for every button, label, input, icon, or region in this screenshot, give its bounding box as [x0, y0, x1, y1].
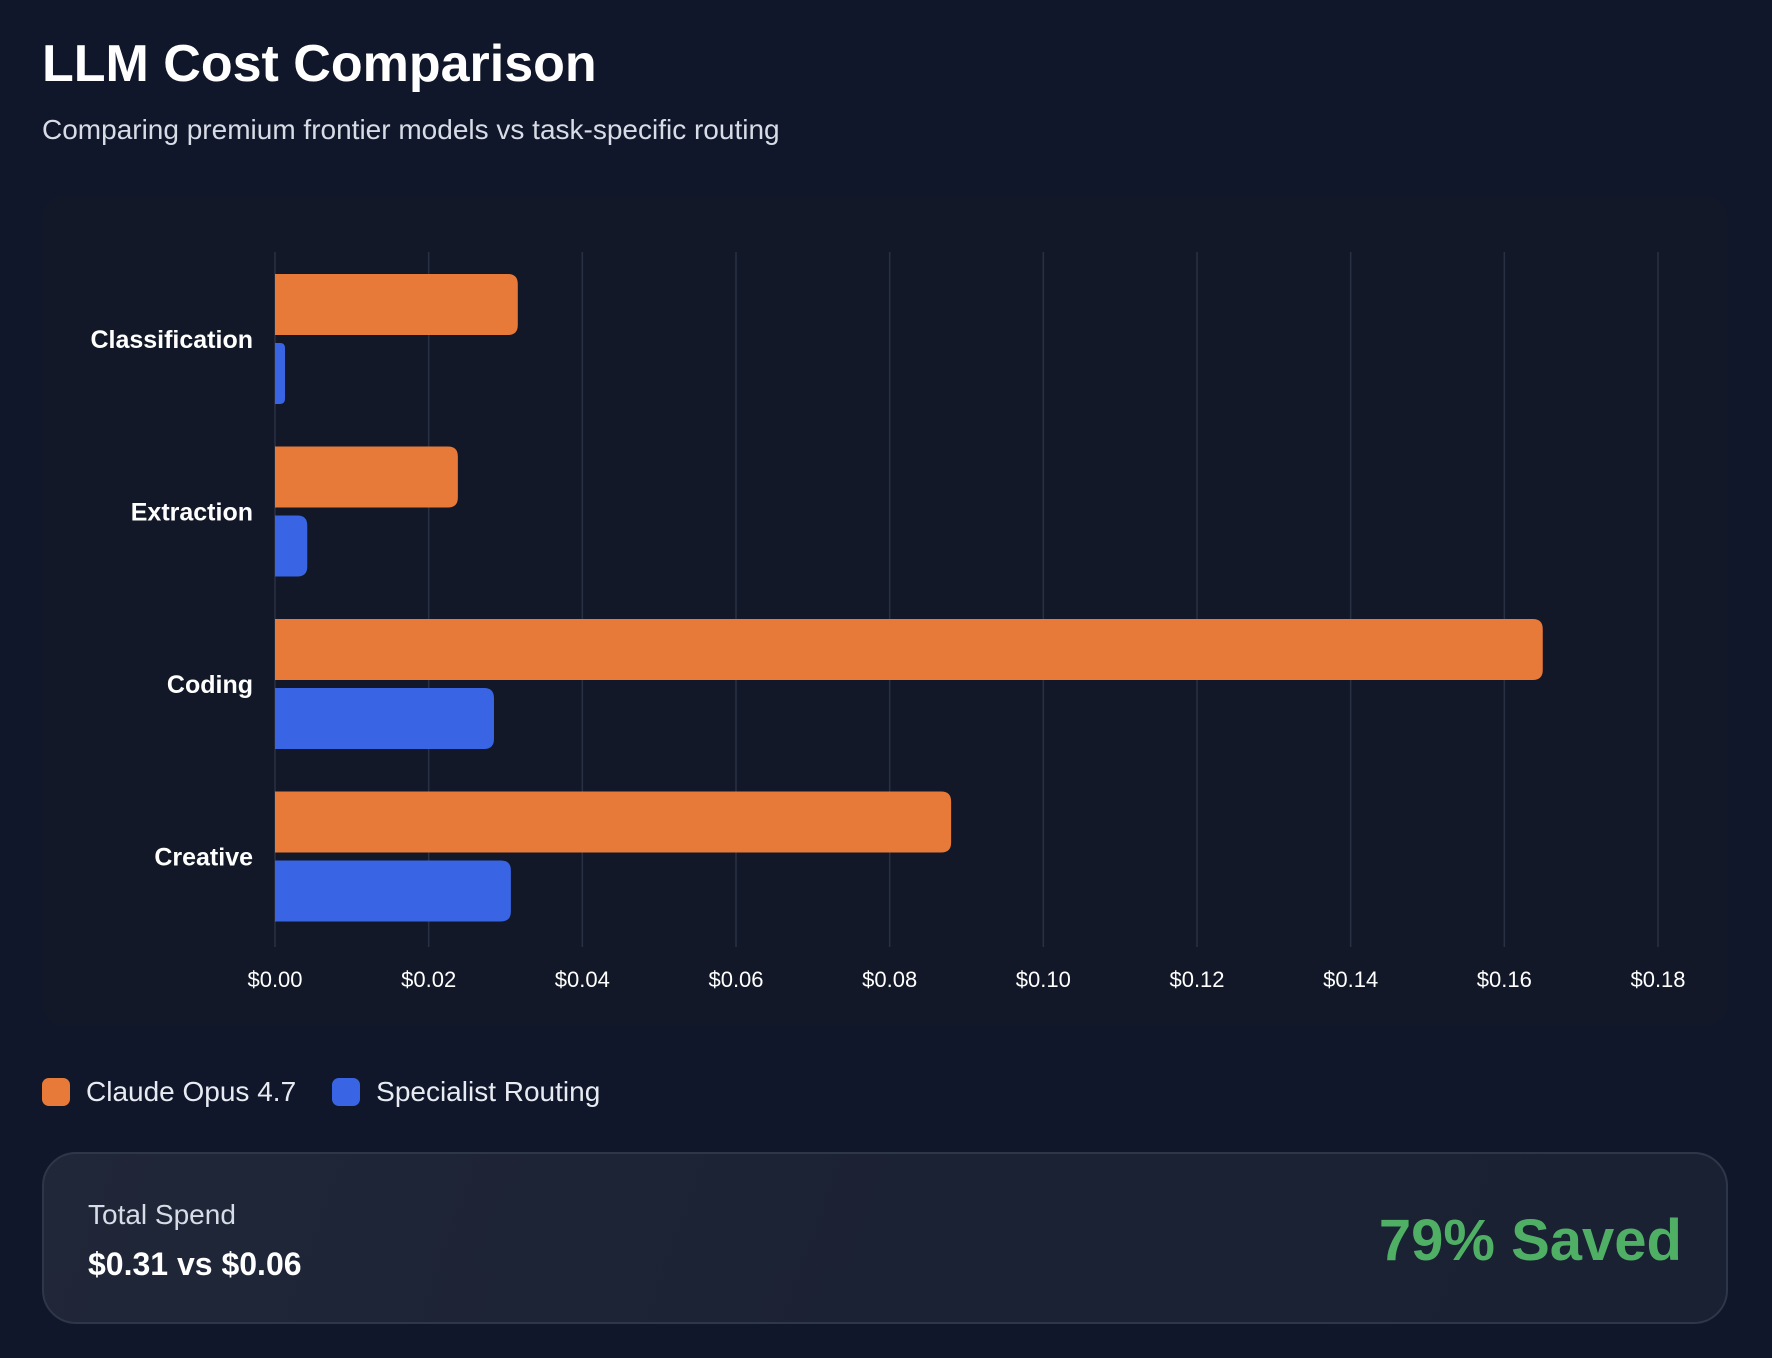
savings-percentage: 79% Saved — [1378, 1208, 1682, 1273]
legend-swatch-specialist-routing — [332, 1078, 361, 1106]
total-spend-card: Total Spend $0.31 vs $0.06 79% Saved — [42, 1152, 1728, 1324]
legend-swatch-claude-opus — [42, 1078, 70, 1106]
legend-item-claude-opus: Claude Opus 4.7 — [42, 1075, 296, 1109]
legend-label-specialist-routing: Specialist Routing — [376, 1076, 601, 1107]
chart-panel — [42, 196, 1728, 1026]
legend-item-specialist-routing: Specialist Routing — [332, 1075, 600, 1109]
total-spend-value: $0.31 vs $0.06 — [88, 1246, 302, 1282]
page-title: LLM Cost Comparison — [42, 35, 597, 93]
page-subtitle: Comparing premium frontier models vs tas… — [42, 114, 780, 145]
chart-legend: Claude Opus 4.7 Specialist Routing — [42, 1075, 600, 1109]
total-spend-label: Total Spend — [88, 1199, 236, 1230]
legend-label-claude-opus: Claude Opus 4.7 — [86, 1076, 297, 1107]
